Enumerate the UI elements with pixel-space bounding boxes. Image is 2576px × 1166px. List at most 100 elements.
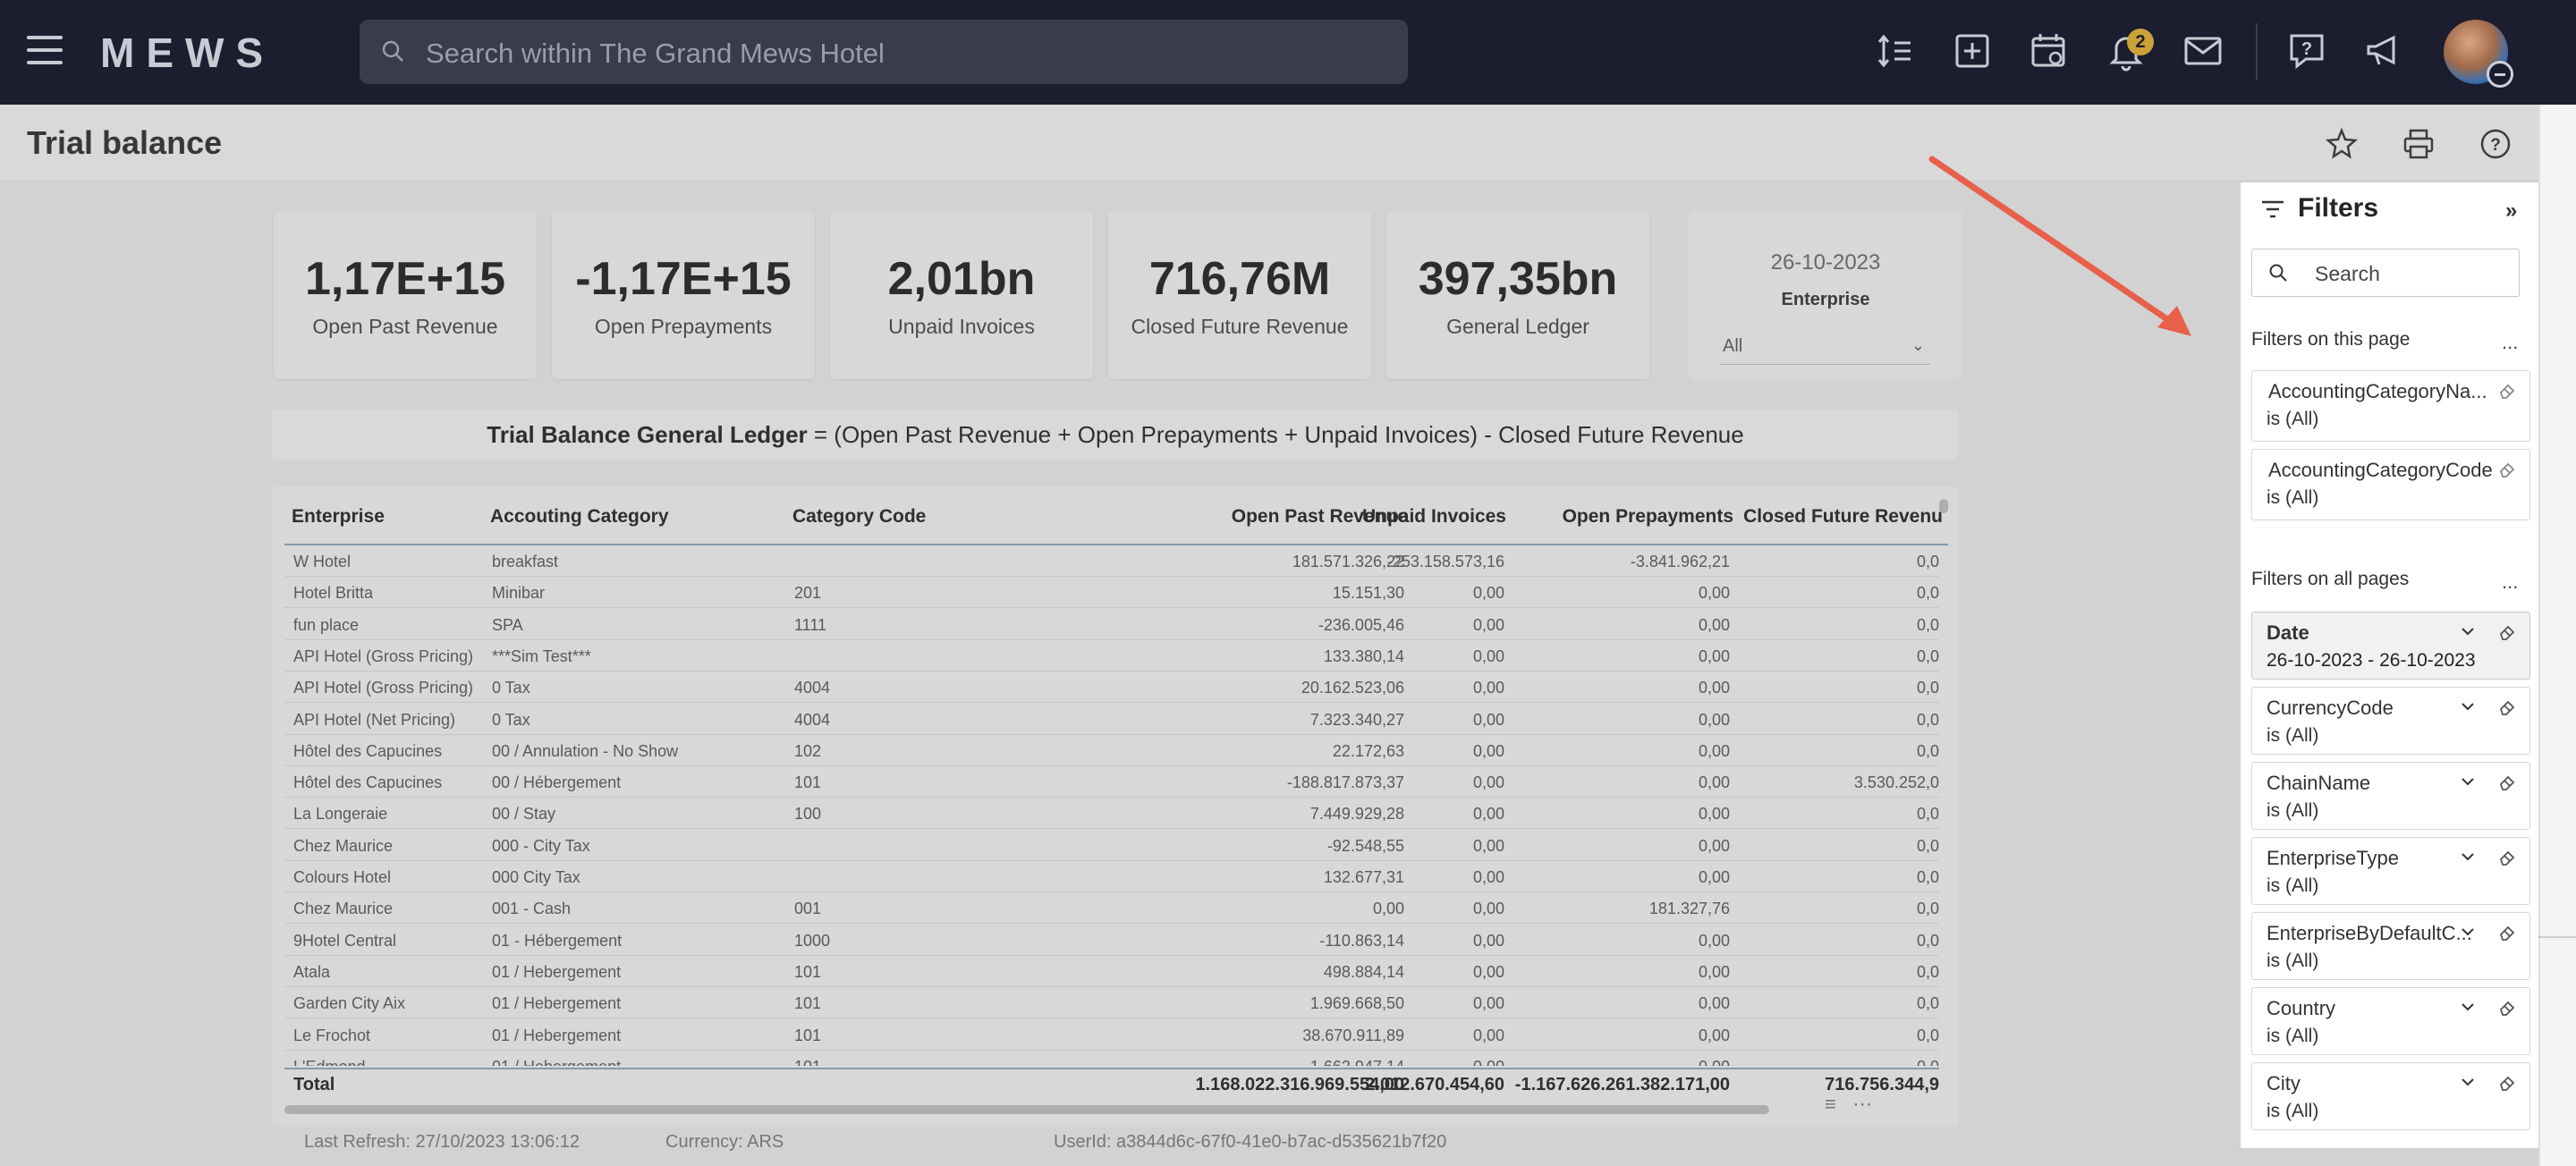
eraser-icon[interactable] [2497, 697, 2517, 716]
print-icon[interactable] [2401, 126, 2436, 162]
col-header-open-prepayments[interactable]: Open Prepayments [1562, 506, 1733, 527]
star-favorite-icon[interactable] [2324, 126, 2360, 162]
collapse-pane-icon[interactable]: » [2505, 199, 2518, 223]
col-header-enterprise[interactable]: Enterprise [292, 506, 385, 527]
col-header-closed-future-revenue[interactable]: Closed Future Revenu [1743, 506, 1943, 527]
filter-card-enterprisetype[interactable]: EnterpriseType is (All) [2251, 837, 2530, 905]
chevron-down-icon[interactable] [2458, 1072, 2478, 1092]
status-dnd-icon [2487, 61, 2513, 88]
eraser-icon[interactable] [2497, 922, 2517, 942]
cell-open-prepayments: 0,00 [1698, 679, 1730, 697]
table-row[interactable]: fun place SPA 1111 -236.005,46 0,00 0,00 0,0 [284, 609, 1939, 640]
vertical-scrollbar[interactable] [1939, 499, 1948, 513]
table-row[interactable]: L'Edmond 01 / Hebergement 101 1.662.947,14 0… [284, 1051, 1939, 1066]
cell-category: 000 City Tax [492, 868, 580, 886]
cell-open-prepayments: 0,00 [1698, 931, 1730, 950]
eraser-icon[interactable] [2497, 459, 2517, 478]
cell-closed-future-revenue: 0,0 [1916, 615, 1939, 634]
global-search-input[interactable]: Search within The Grand Mews Hotel [360, 20, 1408, 84]
col-header-unpaid-invoices[interactable]: Unpaid Invoices [1361, 506, 1506, 527]
filter-value: is (All) [2267, 875, 2319, 896]
help-chat-icon[interactable]: ? [2286, 30, 2327, 72]
chevron-down-icon[interactable] [2458, 697, 2478, 716]
line-spacing-icon[interactable] [1875, 30, 1916, 72]
chevron-down-icon[interactable] [2458, 922, 2478, 942]
calendar-view-icon[interactable] [2029, 30, 2070, 72]
eraser-icon[interactable] [2497, 380, 2517, 400]
cell-open-past-revenue: 20.162.523,06 [1301, 679, 1404, 697]
table-row[interactable]: La Longeraie 00 / Stay 100 7.449.929,28 0,00… [284, 798, 1939, 830]
filter-card-enterprisebydefaultc[interactable]: EnterpriseByDefaultC... is (All) [2251, 912, 2530, 980]
eraser-icon[interactable] [2497, 1072, 2517, 1092]
cell-open-prepayments: 0,00 [1698, 741, 1730, 760]
table-row[interactable]: API Hotel (Net Pricing) 0 Tax 4004 7.323.34… [284, 704, 1939, 735]
cell-open-prepayments: 0,00 [1698, 773, 1730, 792]
total-closed-future: 716.756.344,9 [1825, 1075, 1939, 1094]
filter-lines-icon[interactable]: ≡ [1825, 1093, 1836, 1115]
col-header-accounting-category[interactable]: Accouting Category [490, 506, 669, 527]
cell-unpaid-invoices: 0,00 [1472, 836, 1504, 855]
table-row[interactable]: Chez Maurice 000 - City Tax -92.548,55 0,00… [284, 830, 1939, 861]
table-row[interactable]: Atala 01 / Hebergement 101 498.884,14 0,00 0,… [284, 956, 1939, 987]
filter-card-accounting-category-name[interactable]: AccountingCategoryNa... is (All) [2251, 370, 2530, 442]
filter-card-accounting-category-code[interactable]: AccountingCategoryCode is (All) [2251, 449, 2530, 520]
cell-open-past-revenue: 133.380,14 [1323, 646, 1404, 665]
table-row[interactable]: Colours Hotel 000 City Tax 132.677,31 0,00 0… [284, 861, 1939, 892]
more-options-icon[interactable]: ⋯ [1852, 1093, 1873, 1115]
cell-open-past-revenue: -236.005,46 [1318, 615, 1404, 634]
cell-category: 00 / Hébergement [492, 773, 622, 792]
filter-card-chainname[interactable]: ChainName is (All) [2251, 762, 2530, 830]
hamburger-menu-icon[interactable] [27, 36, 63, 66]
filter-card-city[interactable]: City is (All) [2251, 1062, 2530, 1130]
table-row[interactable]: Chez Maurice 001 - Cash 001 0,00 0,00 181.327… [284, 892, 1939, 925]
svg-text:?: ? [2301, 39, 2312, 59]
filters-search-input[interactable]: Search [2251, 249, 2520, 297]
mews-logo[interactable]: MEWS [100, 30, 275, 76]
col-header-category-code[interactable]: Category Code [792, 506, 927, 527]
mail-icon[interactable] [2182, 30, 2224, 72]
eraser-icon[interactable] [2497, 772, 2517, 791]
annotation-arrow-icon [1928, 156, 2191, 336]
search-icon [2269, 264, 2287, 282]
enterprise-dropdown-value: All [1723, 336, 1743, 356]
eraser-icon[interactable] [2497, 847, 2517, 866]
table-row[interactable]: Hôtel des Capucines 00 / Hébergement 101 -1… [284, 766, 1939, 798]
add-square-icon[interactable] [1952, 30, 1993, 72]
cell-unpaid-invoices: 0,00 [1472, 584, 1504, 603]
filter-card-country[interactable]: Country is (All) [2251, 987, 2530, 1055]
megaphone-icon[interactable] [2363, 30, 2404, 72]
chevron-down-icon[interactable] [2458, 621, 2478, 641]
cell-open-past-revenue: 1.662.947,14 [1310, 1058, 1404, 1066]
cell-closed-future-revenue: 0,0 [1916, 994, 1939, 1013]
table-row[interactable]: API Hotel (Gross Pricing) ***Sim Test*** 1… [284, 640, 1939, 672]
filter-card-currencycode[interactable]: CurrencyCode is (All) [2251, 687, 2530, 755]
chevron-down-icon[interactable] [2458, 772, 2478, 791]
table-row[interactable]: Hotel Britta Minibar 201 15.151,30 0,00 0,00 0… [284, 577, 1939, 609]
help-icon[interactable]: ? [2478, 126, 2513, 162]
cell-unpaid-invoices: 0,00 [1472, 900, 1504, 918]
this-page-more-options[interactable]: ... [2502, 331, 2519, 353]
kpi-open-prepayments: -1,17E+15 Open Prepayments [552, 211, 815, 379]
cell-closed-future-revenue: 0,0 [1916, 646, 1939, 665]
enterprise-dropdown[interactable]: All ⌄ [1719, 336, 1930, 365]
eraser-icon[interactable] [2497, 997, 2517, 1017]
table-row[interactable]: Garden City Aix 01 / Hebergement 101 1.969.… [284, 987, 1939, 1019]
col-header-open-past-revenue[interactable]: Open Past Revenue [1231, 506, 1408, 527]
cell-open-prepayments: -3.841.962,21 [1630, 553, 1730, 570]
filter-card-date[interactable]: Date 26-10-2023 - 26-10-2023 [2251, 612, 2530, 680]
horizontal-scrollbar[interactable] [284, 1105, 1769, 1114]
table-row[interactable]: W Hotel breakfast 181.571.326,22 -253.158.5… [284, 545, 1939, 577]
cell-open-past-revenue: 1.969.668,50 [1309, 994, 1404, 1013]
cell-closed-future-revenue: 0,0 [1916, 962, 1939, 981]
kpi-unpaid-invoices: 2,01bn Unpaid Invoices [830, 211, 1093, 379]
chevron-down-icon[interactable] [2458, 847, 2478, 866]
table-row[interactable]: API Hotel (Gross Pricing) 0 Tax 4004 20.162… [284, 672, 1939, 704]
table-row[interactable]: Le Frochot 01 / Hebergement 101 38.670.911,… [284, 1019, 1939, 1051]
chevron-down-icon[interactable] [2458, 997, 2478, 1017]
eraser-icon[interactable] [2497, 621, 2517, 641]
table-row[interactable]: 9Hotel Central 01 - Hébergement 1000 -110.8… [284, 925, 1939, 956]
all-pages-more-options[interactable]: ... [2502, 570, 2519, 593]
table-row[interactable]: Hôtel des Capucines 00 / Annulation - No … [284, 735, 1939, 766]
cell-unpaid-invoices: 0,00 [1472, 1026, 1504, 1044]
trial-balance-table: Enterprise Accouting Category Category C… [272, 486, 1959, 1127]
